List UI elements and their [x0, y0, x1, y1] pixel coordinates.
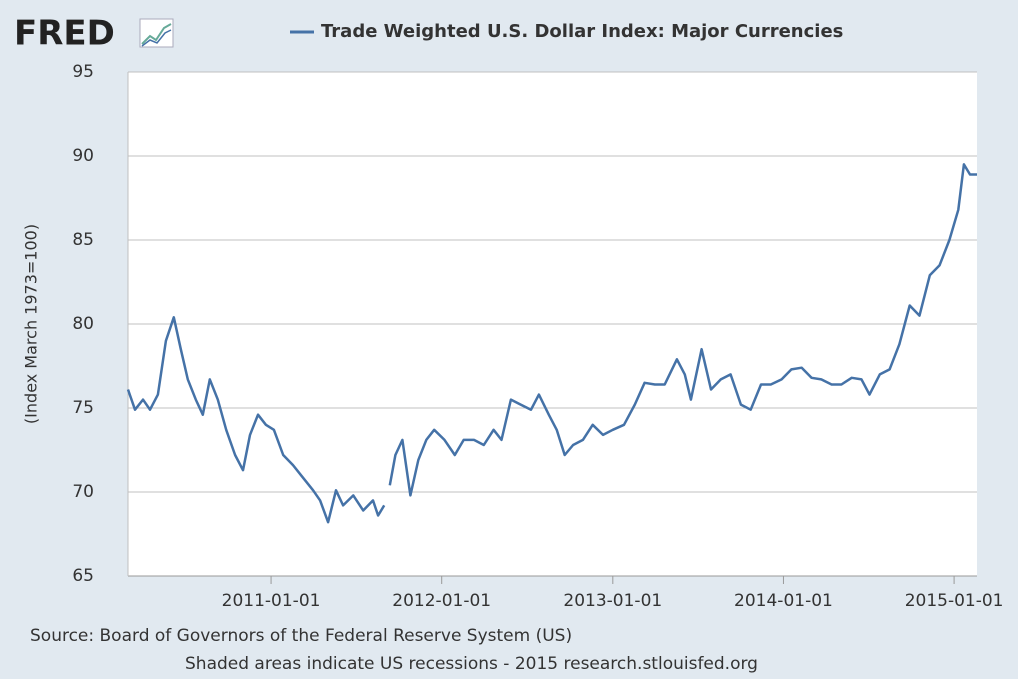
y-tick-label: 95	[72, 62, 94, 82]
y-tick-label: 85	[72, 230, 94, 250]
y-tick-label: 70	[72, 482, 94, 502]
y-tick-label: 65	[72, 566, 94, 586]
x-tick-label: 2011-01-01	[222, 591, 321, 611]
note: Shaded areas indicate US recessions - 20…	[185, 654, 758, 674]
legend-label: Trade Weighted U.S. Dollar Index: Major …	[321, 21, 843, 42]
x-tick-label: 2015-01-01	[905, 591, 1004, 611]
x-tick-label: 2014-01-01	[734, 591, 833, 611]
y-tick-label: 80	[72, 314, 94, 334]
x-tick-label: 2012-01-01	[392, 591, 491, 611]
logo: FRED	[14, 14, 115, 54]
y-tick-label: 75	[72, 398, 94, 418]
y-tick-label: 90	[72, 146, 94, 166]
logo-icon	[139, 18, 174, 48]
x-tick-label: 2013-01-01	[563, 591, 662, 611]
source: Source: Board of Governors of the Federa…	[30, 626, 572, 646]
series-line	[126, 163, 977, 524]
y-axis-label: (Index March 1973=100)	[22, 224, 41, 424]
